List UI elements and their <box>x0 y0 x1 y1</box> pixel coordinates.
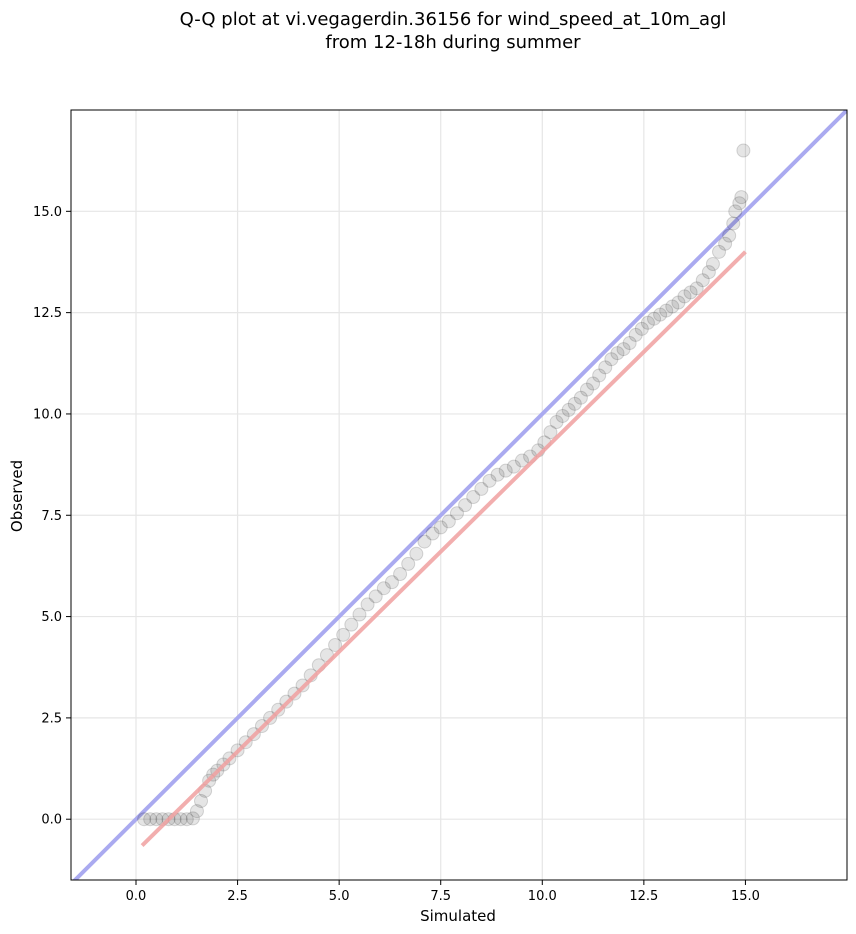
quantile-point <box>189 804 204 819</box>
quantile-point <box>604 352 619 367</box>
y-tick-label: 10.0 <box>33 407 62 422</box>
quantile-point <box>610 346 625 361</box>
quantile-point <box>586 376 601 391</box>
y-axis-ticks: 0.0 2.5 5.0 7.5 10.0 12.5 15.0 <box>33 205 71 828</box>
quantile-point <box>573 390 588 405</box>
x-tick-label: 0.0 <box>126 889 147 904</box>
x-axis-label: Simulated <box>420 907 496 925</box>
quantile-point <box>433 520 448 535</box>
quantile-point <box>561 402 576 417</box>
grid-lines <box>71 110 847 880</box>
quantile-point <box>592 368 607 383</box>
quantile-point <box>149 812 164 827</box>
quantile-point <box>543 425 558 440</box>
quantile-point <box>441 514 456 529</box>
quantile-point <box>336 627 351 642</box>
quantile-point <box>185 811 200 826</box>
y-tick-label: 15.0 <box>33 205 62 220</box>
quantile-point <box>506 459 521 474</box>
plot-area-frame <box>70 109 848 881</box>
quantile-point <box>634 321 649 336</box>
y-tick-label: 2.5 <box>41 711 62 726</box>
quantile-point <box>490 467 505 482</box>
quantile-point <box>409 546 424 561</box>
quantile-point <box>401 556 416 571</box>
quantile-point <box>567 396 582 411</box>
quantile-point <box>360 597 375 612</box>
chart-title-line-1: Q-Q plot at vi.vegagerdin.36156 for wind… <box>180 9 727 30</box>
quantile-point <box>671 295 686 310</box>
quantile-point <box>628 327 643 342</box>
quantile-point <box>659 303 674 318</box>
quantile-point <box>393 567 408 582</box>
quantile-point <box>179 812 194 827</box>
quantile-point <box>701 265 716 280</box>
quantile-point <box>344 617 359 632</box>
x-tick-label: 10.0 <box>528 889 557 904</box>
quantile-point <box>143 812 158 827</box>
quantile-point <box>173 812 188 827</box>
quantile-point <box>695 273 710 288</box>
y-tick-label: 0.0 <box>41 813 62 828</box>
x-tick-label: 5.0 <box>329 889 350 904</box>
quantile-point <box>376 581 391 596</box>
fit-line <box>140 250 747 847</box>
y-tick-label: 12.5 <box>33 306 62 321</box>
quantile-points <box>137 143 751 827</box>
quantile-point <box>728 204 743 219</box>
quantile-point <box>449 506 464 521</box>
quantile-point <box>653 307 668 322</box>
quantile-point <box>640 315 655 330</box>
quantile-point <box>683 285 698 300</box>
quantile-point <box>328 637 343 652</box>
quantile-point <box>482 473 497 488</box>
quantile-point <box>647 311 662 326</box>
quantile-point <box>514 453 529 468</box>
quantile-point <box>368 589 383 604</box>
quantile-point <box>732 196 747 211</box>
quantile-point <box>677 289 692 304</box>
quantile-point <box>137 812 152 827</box>
quantile-point <box>689 281 704 296</box>
quantile-point <box>352 607 367 622</box>
quantile-point <box>466 490 481 505</box>
x-axis-ticks: 0.0 2.5 5.0 7.5 10.0 12.5 15.0 <box>126 880 760 904</box>
quantile-point <box>722 228 737 243</box>
quantile-point <box>616 342 631 357</box>
quantile-point <box>598 360 613 375</box>
quantile-point <box>498 463 513 478</box>
quantile-point <box>705 257 720 271</box>
quantile-point <box>458 498 473 513</box>
y-axis-label: Observed <box>8 460 26 532</box>
quantile-point <box>734 190 749 205</box>
quantile-point <box>736 143 751 158</box>
quantile-point <box>384 575 399 590</box>
quantile-point <box>194 793 209 808</box>
x-tick-label: 7.5 <box>430 889 451 904</box>
quantile-point <box>712 244 727 259</box>
x-tick-label: 2.5 <box>227 889 248 904</box>
x-tick-label: 12.5 <box>629 889 658 904</box>
quantile-point <box>726 216 741 231</box>
quantile-point <box>622 336 637 351</box>
quantile-point <box>425 526 440 541</box>
quantile-point <box>555 408 570 423</box>
quantile-point <box>665 299 680 314</box>
quantile-point <box>579 382 594 397</box>
chart-title-line-2: from 12-18h during summer <box>325 32 581 53</box>
identity-line <box>72 110 847 880</box>
quantile-point <box>417 534 432 549</box>
quantile-point <box>718 236 733 251</box>
quantile-point <box>474 481 489 496</box>
quantile-point <box>549 415 564 430</box>
y-tick-label: 7.5 <box>41 509 62 524</box>
y-tick-label: 5.0 <box>41 610 62 625</box>
x-tick-label: 15.0 <box>731 889 760 904</box>
